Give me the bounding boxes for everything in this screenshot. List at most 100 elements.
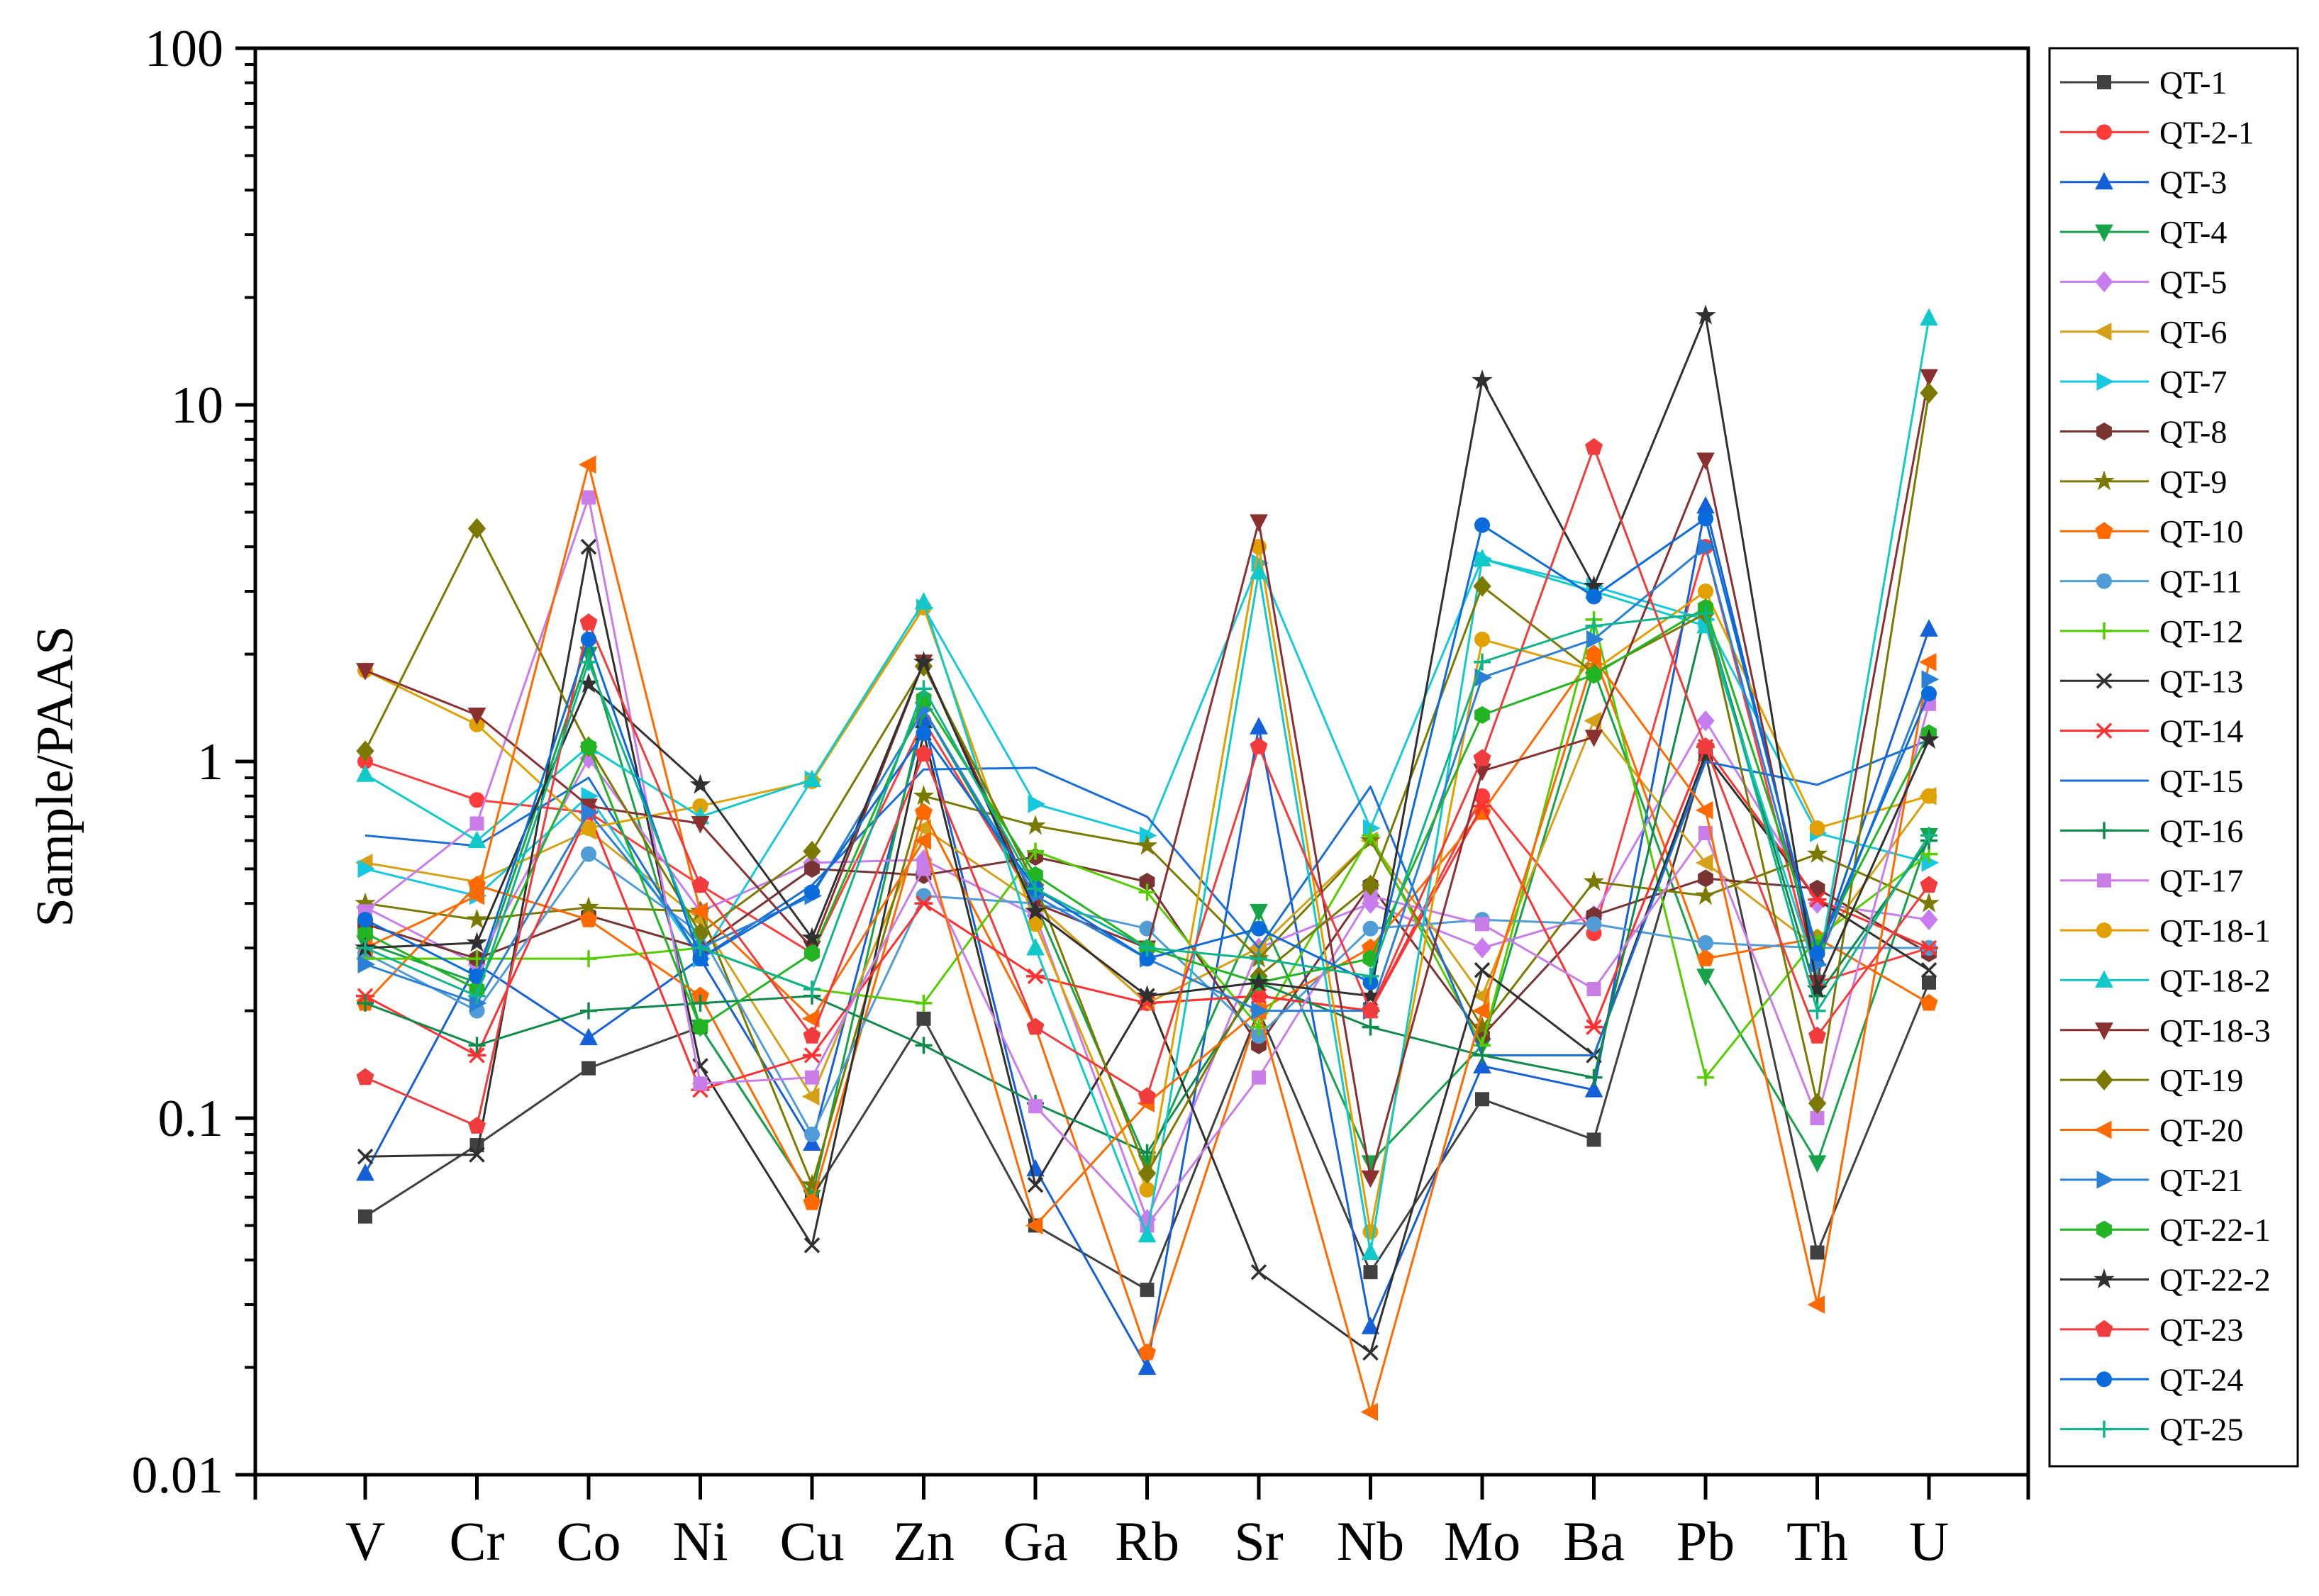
data-point [1362, 920, 1379, 937]
series-QT-22-2 [355, 304, 1940, 1005]
data-point [1808, 891, 1827, 908]
data-point [1474, 962, 1491, 978]
data-point [1361, 1317, 1380, 1334]
x-tick-label: Co [556, 1510, 621, 1572]
data-point [915, 994, 933, 1012]
data-point [1252, 1070, 1266, 1085]
data-point [1695, 854, 1713, 872]
y-tick-label: 1 [197, 733, 223, 791]
data-point [1698, 934, 1713, 951]
legend-item: QT-6 [2060, 314, 2227, 350]
data-point [1362, 1224, 1379, 1240]
data-point [913, 651, 935, 671]
data-point [582, 1061, 596, 1076]
data-point [582, 490, 596, 505]
data-point [1026, 937, 1045, 956]
data-point [1028, 1099, 1042, 1114]
data-point [1250, 562, 1268, 580]
data-point [1585, 1068, 1603, 1086]
legend-marker [2096, 622, 2113, 640]
legend-label: QT-20 [2159, 1112, 2243, 1149]
legend-label: QT-15 [2159, 763, 2243, 799]
data-point [1473, 749, 1491, 766]
legend-label: QT-3 [2159, 164, 2227, 201]
data-point [1920, 382, 1938, 403]
legend-label: QT-24 [2159, 1361, 2243, 1397]
legend-label: QT-22-1 [2159, 1212, 2271, 1248]
data-point [1473, 549, 1491, 567]
data-point [1695, 884, 1716, 905]
y-tick-label: 0.1 [158, 1090, 224, 1148]
data-point [357, 939, 374, 957]
legend-item: QT-12 [2060, 613, 2243, 649]
legend-marker [2093, 322, 2112, 341]
legend-item: QT-2-1 [2060, 114, 2254, 150]
data-point [801, 927, 823, 947]
data-point [1250, 514, 1268, 532]
data-point [1918, 652, 1937, 671]
legend-label: QT-23 [2159, 1312, 2243, 1348]
data-point [357, 912, 373, 928]
legend-marker [2093, 1120, 2112, 1139]
data-point [804, 1127, 820, 1143]
data-point [916, 725, 932, 742]
data-point [1806, 843, 1828, 864]
data-point [1807, 1295, 1825, 1314]
data-point [692, 1018, 708, 1037]
data-point [467, 707, 486, 725]
y-tick-label: 10 [171, 376, 223, 435]
legend-marker [2096, 124, 2112, 140]
data-point [469, 792, 485, 808]
data-point [1361, 1242, 1380, 1261]
data-point [804, 944, 820, 962]
data-point [1585, 437, 1603, 455]
data-point [579, 910, 598, 927]
data-point [1922, 975, 1936, 990]
legend-label: QT-18-3 [2159, 1012, 2271, 1049]
data-point [1474, 517, 1490, 533]
data-point [1474, 788, 1490, 804]
x-tick-label: Mo [1444, 1510, 1520, 1572]
data-point [1695, 304, 1716, 325]
data-point [1474, 705, 1490, 725]
data-point [1363, 888, 1378, 903]
data-point [1362, 967, 1379, 985]
data-point [1697, 1068, 1714, 1086]
data-point [1474, 1047, 1491, 1064]
legend-label: QT-17 [2159, 863, 2243, 899]
x-tick-label: Cr [450, 1510, 505, 1572]
legend-marker [2095, 970, 2113, 988]
data-point [466, 932, 488, 952]
data-point [803, 1026, 821, 1044]
legend-label: QT-11 [2159, 564, 2242, 600]
legend-item: QT-15 [2060, 763, 2243, 799]
data-point [1918, 892, 1940, 913]
data-point [1473, 1056, 1491, 1073]
data-point [579, 1027, 598, 1046]
data-point [1027, 880, 1044, 898]
data-point [1698, 510, 1713, 527]
data-point [915, 680, 933, 698]
legend-label: QT-22-2 [2159, 1262, 2271, 1298]
legend-marker [2095, 522, 2113, 539]
legend-marker [2093, 1268, 2115, 1289]
legend-item: QT-3 [2060, 164, 2227, 201]
legend-label: QT-14 [2159, 713, 2243, 749]
series-QT-25 [357, 605, 1937, 1020]
data-point [1472, 369, 1493, 390]
data-point [357, 754, 373, 769]
legend-item: QT-22-1 [2060, 1212, 2271, 1248]
data-point [1473, 937, 1491, 959]
data-point [1697, 605, 1714, 623]
legend-item: QT-23 [2060, 1312, 2243, 1348]
y-tick-label: 100 [145, 20, 223, 78]
data-point [1362, 1001, 1379, 1019]
legend-marker [2093, 470, 2115, 491]
data-point [1808, 1002, 1826, 1020]
data-point [915, 744, 933, 761]
data-point [801, 1173, 823, 1194]
legend-marker [2095, 1069, 2113, 1090]
series-QT-24 [357, 510, 1937, 990]
data-point [1473, 576, 1491, 597]
